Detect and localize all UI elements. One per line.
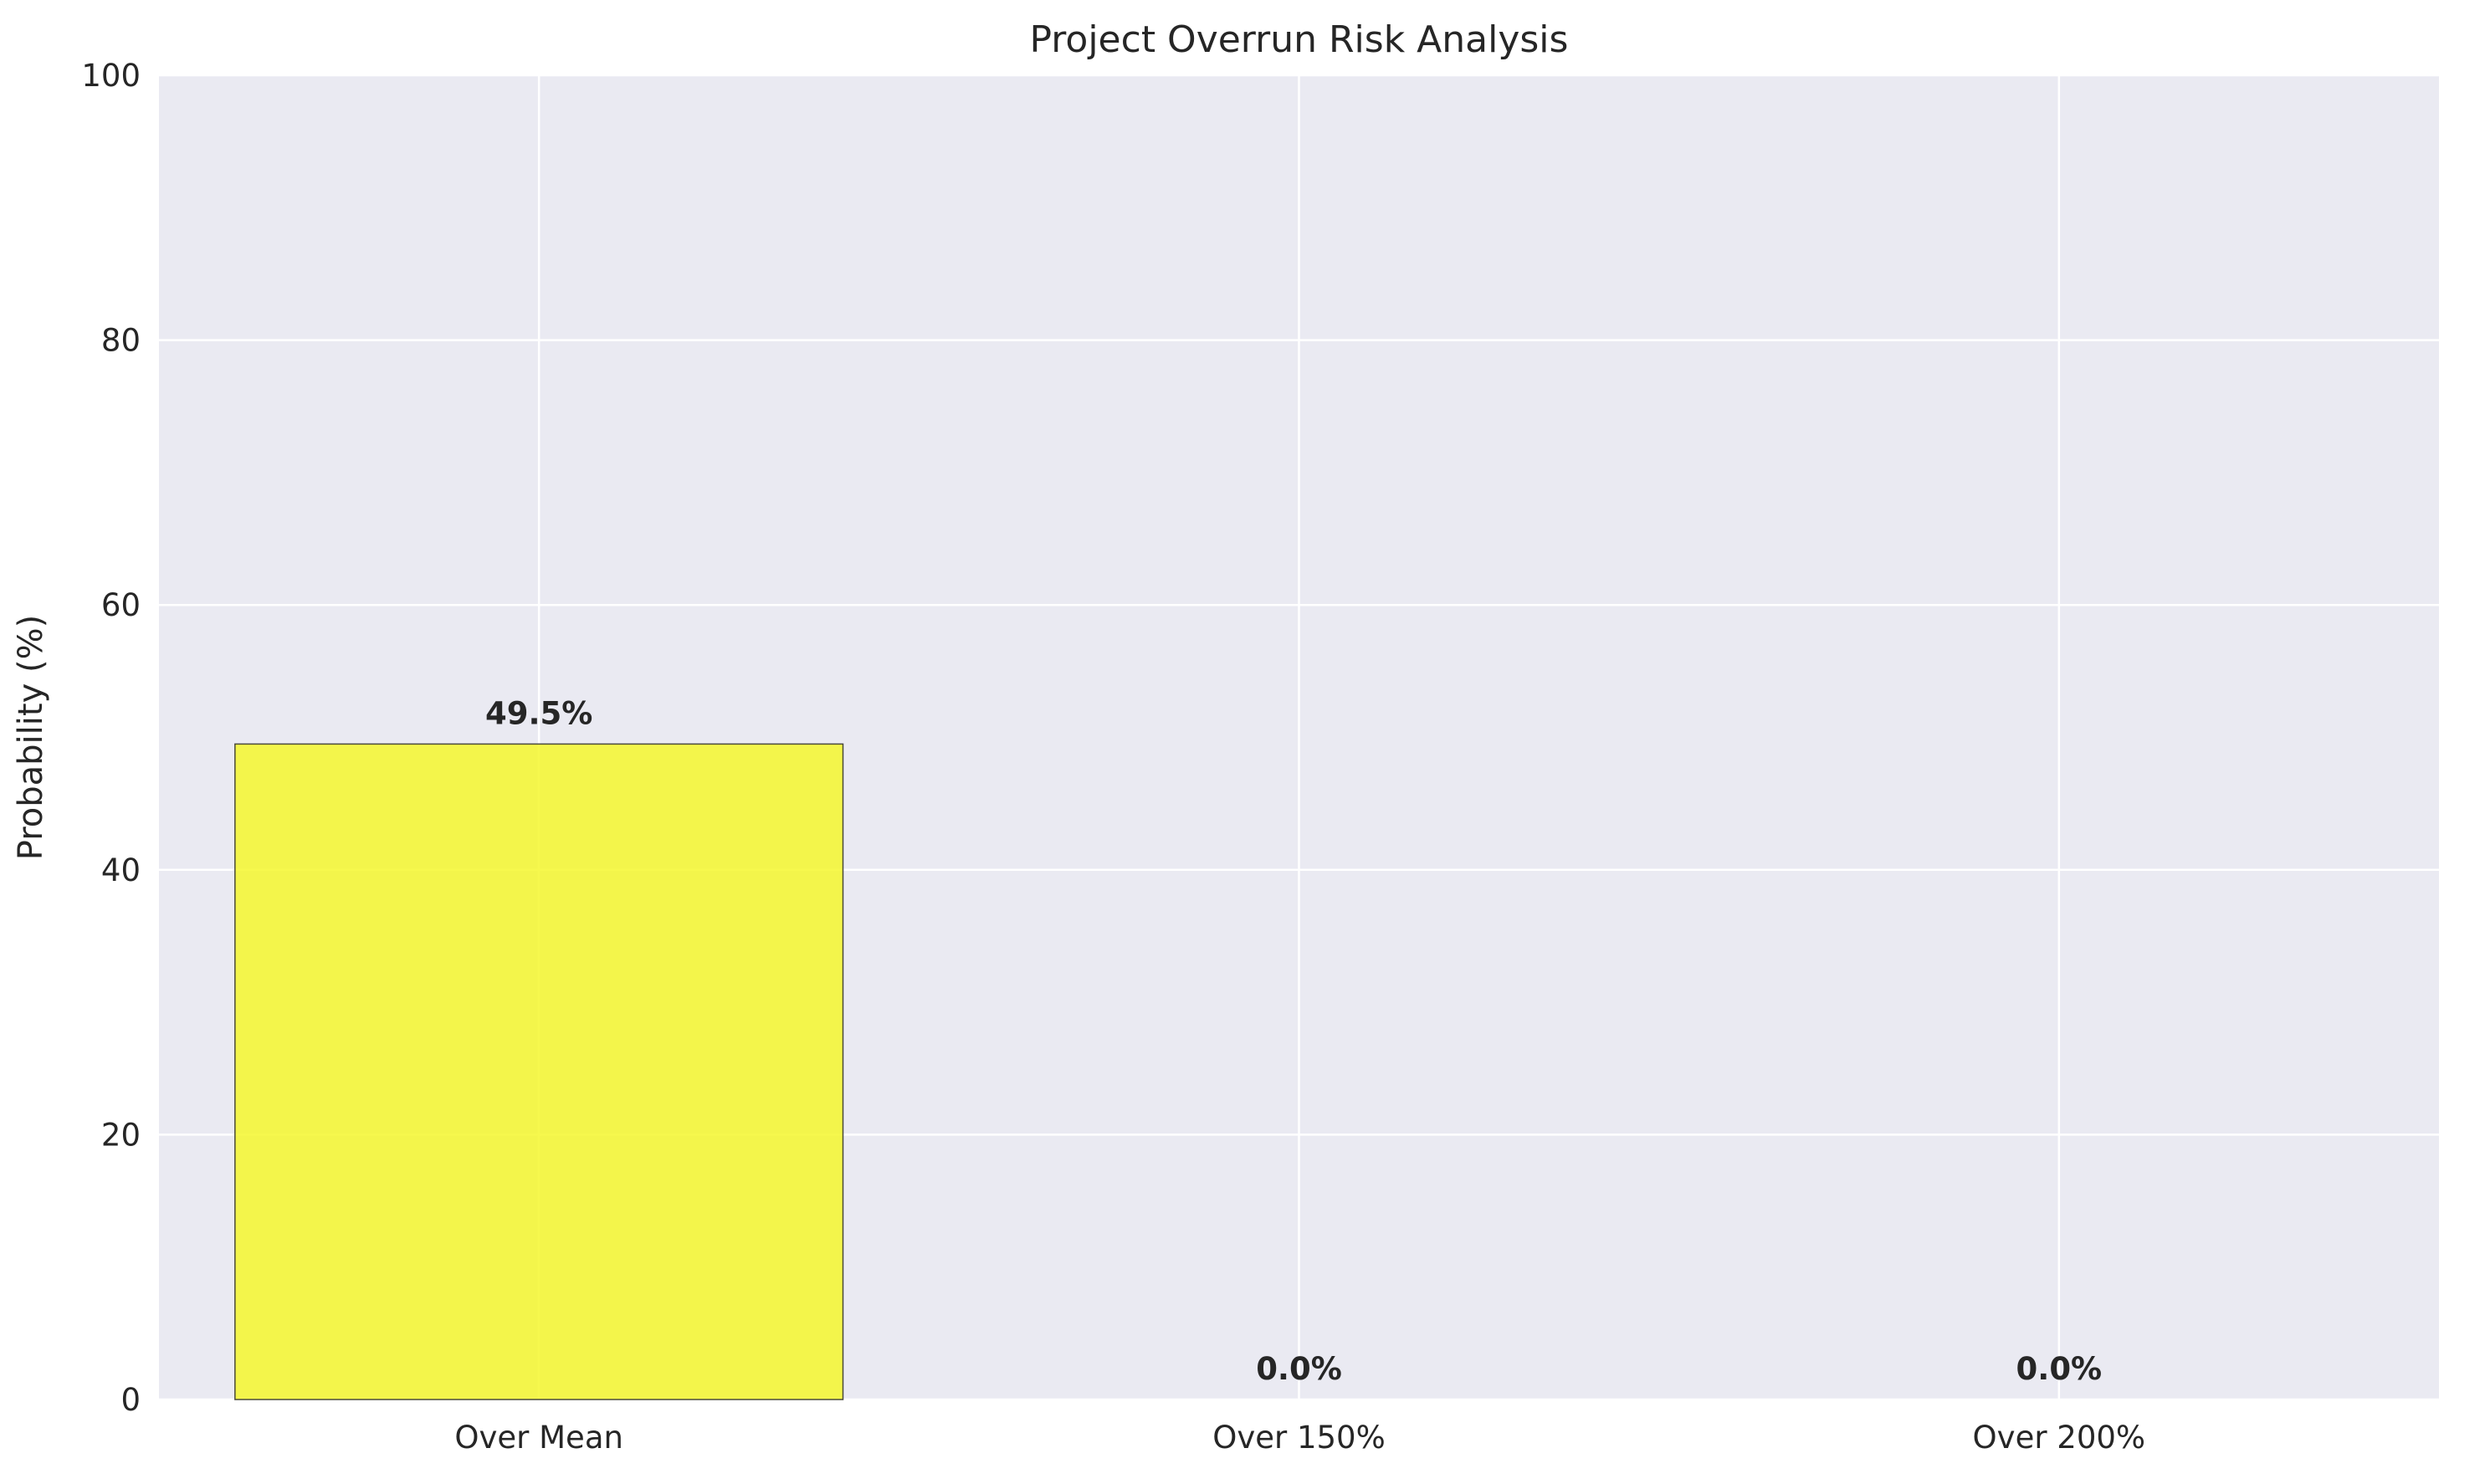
x-tick-label: Over Mean	[454, 1420, 623, 1456]
y-tick-label: 60	[101, 587, 141, 623]
x-tick-label: Over 200%	[1973, 1420, 2146, 1456]
bars	[234, 743, 844, 1400]
bar-value-label: 49.5%	[485, 695, 592, 731]
x-axis-ticks: Over Mean Over 150% Over 200%	[454, 1420, 2145, 1456]
bar-value-labels: 49.5% 0.0% 0.0%	[485, 695, 2102, 1387]
bar	[234, 743, 844, 1400]
y-tick-label: 80	[101, 323, 141, 359]
y-tick-label: 0	[120, 1382, 141, 1418]
chart-title: Project Overrun Risk Analysis	[1030, 18, 1569, 61]
y-axis-ticks: 0 20 40 60 80 100	[81, 58, 141, 1418]
y-tick-label: 100	[81, 58, 141, 94]
y-axis-label: Probability (%)	[12, 615, 50, 860]
x-tick-label: Over 150%	[1212, 1420, 1386, 1456]
y-tick-label: 20	[101, 1117, 141, 1153]
bar-value-label: 0.0%	[2016, 1351, 2103, 1387]
bar-value-label: 0.0%	[1256, 1351, 1342, 1387]
y-tick-label: 40	[101, 852, 141, 888]
